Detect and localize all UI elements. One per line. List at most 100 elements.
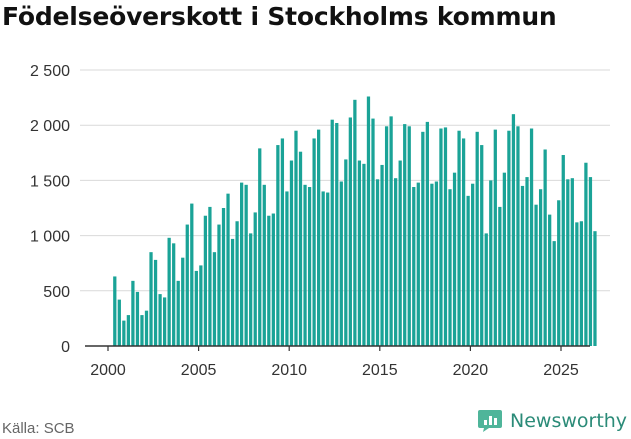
bar bbox=[443, 127, 448, 346]
bar bbox=[303, 184, 307, 346]
bar bbox=[194, 270, 198, 346]
bar bbox=[126, 315, 131, 346]
bar bbox=[298, 151, 303, 346]
bar bbox=[276, 145, 280, 346]
bar bbox=[489, 180, 493, 346]
bar bbox=[448, 189, 452, 346]
x-tick-label: 2025 bbox=[543, 362, 579, 379]
bar bbox=[199, 265, 203, 346]
bar bbox=[398, 160, 402, 346]
bar bbox=[267, 215, 271, 346]
bar bbox=[548, 214, 552, 346]
bar bbox=[461, 138, 466, 346]
bar-series bbox=[113, 96, 597, 347]
bar bbox=[271, 213, 275, 346]
bar bbox=[176, 280, 180, 346]
bar bbox=[480, 145, 484, 346]
bar bbox=[493, 129, 497, 346]
bar bbox=[135, 291, 140, 346]
bar bbox=[153, 259, 158, 346]
bar bbox=[434, 181, 439, 346]
bar bbox=[335, 122, 339, 347]
x-tick-label: 2020 bbox=[453, 362, 489, 379]
source-label: Källa: SCB bbox=[2, 420, 75, 437]
y-tick-label: 1 500 bbox=[30, 173, 70, 190]
bar bbox=[466, 195, 470, 346]
bar bbox=[430, 183, 434, 346]
bar bbox=[185, 224, 189, 346]
bar bbox=[317, 129, 321, 346]
bar bbox=[498, 206, 502, 346]
bar bbox=[131, 280, 135, 346]
bar bbox=[172, 243, 176, 346]
bar bbox=[240, 182, 244, 346]
bar bbox=[520, 185, 525, 346]
y-tick-label: 2 000 bbox=[30, 118, 70, 135]
bar bbox=[593, 231, 597, 346]
bar bbox=[230, 238, 235, 346]
bar bbox=[348, 117, 352, 346]
bar bbox=[339, 181, 343, 346]
bar bbox=[149, 252, 153, 346]
bar bbox=[570, 178, 574, 346]
bar bbox=[403, 124, 407, 346]
bar bbox=[181, 257, 185, 346]
bar bbox=[253, 212, 257, 346]
bar bbox=[561, 155, 565, 346]
bar bbox=[484, 233, 488, 346]
brand-name: Newsworthy bbox=[510, 410, 628, 432]
bar bbox=[584, 162, 588, 346]
bar bbox=[307, 187, 312, 346]
bar bbox=[371, 118, 375, 346]
bar bbox=[525, 177, 529, 346]
bar bbox=[575, 222, 579, 346]
bar bbox=[543, 149, 547, 346]
bar bbox=[203, 215, 208, 346]
bar bbox=[113, 276, 117, 346]
y-tick-label: 2 500 bbox=[30, 63, 70, 80]
bar bbox=[117, 299, 121, 346]
bar bbox=[534, 204, 538, 346]
bar bbox=[579, 221, 584, 346]
bar bbox=[389, 116, 393, 347]
bar bbox=[425, 121, 429, 346]
bar bbox=[421, 131, 425, 346]
bar bbox=[502, 172, 506, 346]
bar bbox=[557, 200, 561, 346]
bar bbox=[516, 126, 520, 346]
bar bbox=[588, 177, 593, 346]
newsworthy-logo[interactable]: Newsworthy bbox=[477, 409, 627, 433]
bar bbox=[249, 233, 253, 346]
x-tick-label: 2005 bbox=[181, 362, 217, 379]
bar bbox=[244, 184, 248, 346]
bar bbox=[375, 179, 380, 346]
bar bbox=[507, 130, 511, 346]
bar bbox=[471, 183, 475, 346]
bar bbox=[552, 241, 556, 346]
bar bbox=[321, 191, 325, 346]
bar bbox=[221, 208, 226, 346]
bar bbox=[353, 99, 357, 346]
bar bbox=[452, 172, 457, 346]
bar bbox=[226, 193, 230, 346]
bar bbox=[330, 119, 334, 347]
bar bbox=[538, 189, 543, 346]
bar bbox=[394, 178, 398, 346]
bar bbox=[285, 191, 289, 346]
y-tick-label: 500 bbox=[43, 284, 70, 301]
bar bbox=[235, 221, 239, 346]
bar bbox=[407, 126, 411, 346]
bar bbox=[566, 179, 570, 346]
bar bbox=[158, 294, 162, 346]
bar bbox=[212, 252, 217, 346]
bar bbox=[294, 130, 298, 346]
chart-title: Födelseöverskott i Stockholms kommun bbox=[2, 2, 557, 31]
y-tick-label: 1 000 bbox=[30, 229, 70, 246]
bar bbox=[208, 206, 212, 346]
bar bbox=[357, 160, 362, 346]
bar bbox=[344, 159, 348, 346]
bar bbox=[258, 148, 262, 346]
bar bbox=[262, 184, 266, 346]
bar bbox=[529, 128, 534, 346]
